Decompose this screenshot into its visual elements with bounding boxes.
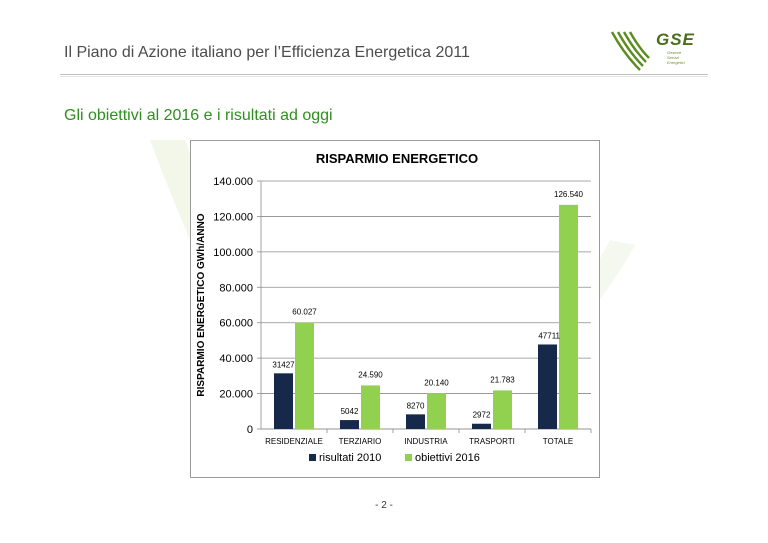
data-label: 20.140 — [424, 378, 449, 387]
logo-sub-line: Servizi — [667, 55, 680, 60]
y-tick-label: 140.000 — [213, 176, 253, 188]
x-tick-label: RESIDENZIALE — [265, 437, 323, 446]
bar-labels: 31427 60.027 5042 24.590 8270 20.140 2972 21.78… — [272, 190, 583, 420]
legend-label: obiettivi 2016 — [415, 452, 480, 464]
y-tick-label: 20.000 — [219, 389, 253, 401]
bar-risultati-2010 — [538, 344, 557, 429]
section-subtitle: Gli obiettivi al 2016 e i risultati ad o… — [64, 107, 333, 124]
bar-obiettivi-2016 — [427, 393, 446, 429]
chart-panel: RISPARMIO ENERGETICO RISPARMIO ENERGETIC… — [190, 140, 600, 478]
data-label: 60.027 — [292, 308, 317, 317]
logo-sub-line: Energetici — [667, 60, 685, 65]
legend-swatch — [309, 454, 316, 461]
data-label: 126.540 — [554, 190, 583, 199]
bar-risultati-2010 — [406, 414, 425, 429]
bar-obiettivi-2016 — [295, 322, 314, 429]
title-divider — [60, 74, 708, 75]
bar-obiettivi-2016 — [559, 204, 578, 429]
x-tick-label: TERZIARIO — [339, 437, 382, 446]
logo-subtext: Gestore Servizi Energetici — [667, 50, 685, 65]
gridlines — [257, 180, 592, 433]
x-tick-label: TRASPORTI — [469, 437, 515, 446]
bar-obiettivi-2016 — [493, 390, 512, 429]
y-axis-ticks: 0 20.000 40.000 60.000 80.000 100.000 120.000 1… — [213, 176, 253, 436]
y-tick-label: 60.000 — [219, 318, 253, 330]
logo-text: GSE — [656, 30, 695, 49]
data-label: 2972 — [473, 411, 491, 420]
legend-label: risultati 2010 — [319, 452, 381, 464]
data-label: 31427 — [272, 360, 295, 369]
x-axis-ticks: RESIDENZIALE TERZIARIO INDUSTRIA TRASPORTI T… — [265, 437, 573, 446]
y-tick-label: 100.000 — [213, 247, 253, 259]
page-number: - 2 - — [375, 500, 393, 511]
data-label: 8270 — [407, 401, 425, 410]
legend: risultati 2010 obiettivi 2016 — [309, 452, 480, 464]
bar-chart: RISPARMIO ENERGETICO RISPARMIO ENERGETIC… — [196, 151, 592, 464]
data-label: 5042 — [341, 407, 359, 416]
x-tick-label: TOTALE — [543, 437, 573, 446]
bar-risultati-2010 — [340, 420, 359, 429]
y-tick-label: 120.000 — [213, 211, 253, 223]
y-tick-label: 0 — [247, 424, 253, 436]
slide-title: Il Piano di Azione italiano per l’Effici… — [64, 44, 470, 61]
title-divider-shadow — [60, 76, 708, 77]
y-tick-label: 80.000 — [219, 282, 253, 294]
y-tick-label: 40.000 — [219, 353, 253, 365]
bar-obiettivi-2016 — [361, 385, 380, 429]
gse-logo-icon — [610, 31, 650, 71]
data-label: 21.783 — [490, 375, 515, 384]
y-axis-label: RISPARMIO ENERGETICO GWh/ANNO — [196, 213, 207, 396]
chart-title: RISPARMIO ENERGETICO — [316, 151, 478, 166]
data-label: 47711 — [538, 331, 560, 340]
x-tick-label: INDUSTRIA — [404, 437, 448, 446]
logo-sub-line: Gestore — [667, 50, 682, 55]
bars — [274, 204, 578, 429]
data-label: 24.590 — [358, 370, 383, 379]
bar-risultati-2010 — [472, 423, 491, 429]
bar-risultati-2010 — [274, 373, 293, 429]
legend-swatch — [405, 454, 412, 461]
